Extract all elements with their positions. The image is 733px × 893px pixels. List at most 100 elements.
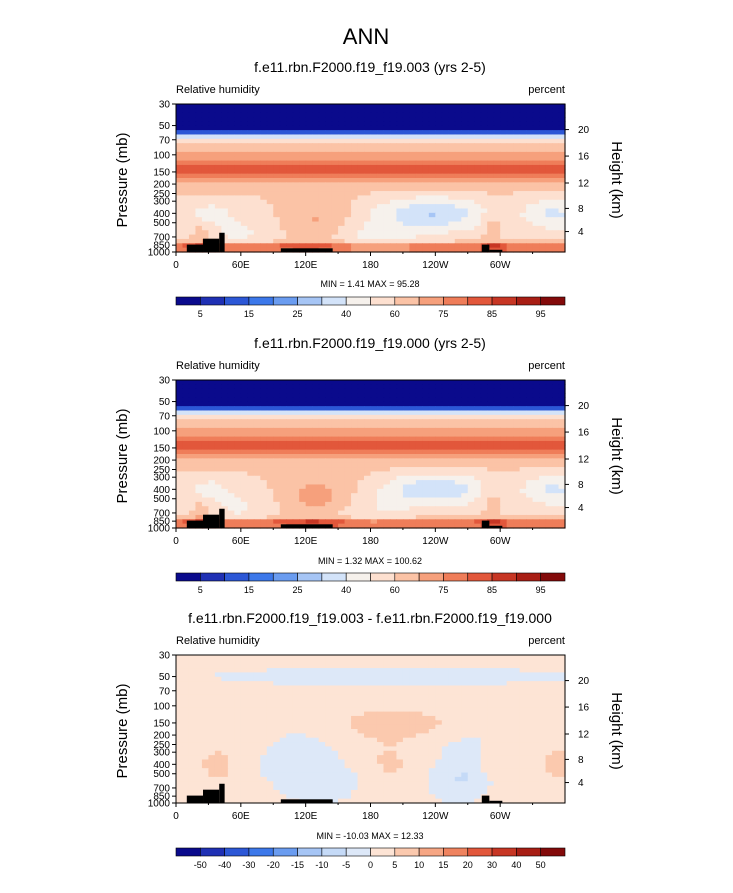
contour-cell (507, 410, 514, 415)
contour-cell (234, 108, 241, 113)
contour-cell (383, 178, 390, 183)
contour-cell (182, 406, 189, 411)
contour-cell (358, 450, 365, 455)
contour-cell (435, 685, 442, 690)
contour-cell (494, 182, 501, 187)
contour-cell (182, 113, 189, 118)
contour-cell (507, 419, 514, 424)
contour-cell (377, 694, 384, 699)
contour-cell (448, 139, 455, 144)
contour-cell (260, 458, 267, 463)
contour-cell (448, 121, 455, 126)
colorbar-swatch (516, 573, 540, 581)
contour-cell (208, 410, 215, 415)
contour-cell (539, 703, 546, 708)
contour-cell (364, 174, 371, 179)
contour-cell (293, 480, 300, 485)
contour-cell (403, 480, 410, 485)
contour-cell (442, 450, 449, 455)
contour-cell (312, 406, 319, 411)
contour-cell (546, 703, 553, 708)
contour-cell (442, 134, 449, 139)
contour-cell (176, 117, 183, 122)
contour-cell (345, 191, 352, 196)
contour-cell (189, 187, 196, 192)
contour-cell (435, 108, 442, 113)
contour-cell (286, 694, 293, 699)
contour-cell (280, 511, 287, 516)
contour-cell (319, 195, 326, 200)
contour-cell (247, 239, 254, 244)
y2-tick-label: 8 (578, 204, 584, 215)
contour-cell (228, 493, 235, 498)
contour-cell (409, 134, 416, 139)
contour-cell (448, 230, 455, 235)
contour-cell (364, 393, 371, 398)
contour-cell (254, 480, 261, 485)
contour-cell (260, 243, 267, 248)
contour-cell (513, 677, 520, 682)
contour-cell (552, 424, 559, 429)
contour-cell (533, 519, 540, 524)
contour-cell (260, 402, 267, 407)
contour-cell (474, 243, 481, 248)
contour-cell (260, 424, 267, 429)
contour-cell (202, 681, 209, 686)
contour-cell (526, 659, 533, 664)
contour-cell (208, 156, 215, 161)
contour-cell (461, 117, 468, 122)
contour-cell (358, 235, 365, 240)
contour-cell (234, 397, 241, 402)
contour-cell (487, 156, 494, 161)
contour-cell (494, 165, 501, 170)
contour-cell (273, 410, 280, 415)
contour-cell (409, 484, 416, 489)
contour-cell (306, 419, 313, 424)
contour-cell (455, 480, 462, 485)
contour-cell (422, 200, 429, 205)
contour-cell (189, 182, 196, 187)
contour-cell (345, 450, 352, 455)
contour-cell (513, 380, 520, 385)
contour-cell (189, 511, 196, 516)
contour-cell (429, 156, 436, 161)
contour-cell (358, 445, 365, 450)
contour-cell (332, 169, 339, 174)
contour-cell (364, 432, 371, 437)
contour-cell (435, 222, 442, 227)
contour-cell (487, 699, 494, 704)
contour-cell (215, 208, 222, 213)
contour-cell (390, 384, 397, 389)
contour-cell (474, 165, 481, 170)
contour-cell (448, 113, 455, 118)
contour-cell (377, 445, 384, 450)
contour-cell (533, 139, 540, 144)
contour-cell (468, 428, 475, 433)
contour-cell (267, 424, 274, 429)
contour-cell (546, 699, 553, 704)
contour-cell (390, 432, 397, 437)
contour-cell (228, 178, 235, 183)
panel-1-title: f.e11.rbn.F2000.f19_f19.003 (yrs 2-5) (254, 59, 486, 75)
contour-cell (455, 130, 462, 135)
contour-cell (403, 187, 410, 192)
contour-cell (526, 493, 533, 498)
contour-cell (533, 467, 540, 472)
contour-cell (533, 484, 540, 489)
contour-cell (533, 165, 540, 170)
contour-cell (383, 454, 390, 459)
contour-cell (208, 148, 215, 153)
contour-cell (267, 397, 274, 402)
contour-cell (267, 113, 274, 118)
contour-cell (195, 191, 202, 196)
contour-cell (422, 703, 429, 708)
contour-cell (293, 208, 300, 213)
contour-cell (215, 502, 222, 507)
contour-cell (241, 200, 248, 205)
contour-cell (202, 380, 209, 385)
contour-cell (520, 511, 527, 516)
contour-cell (202, 424, 209, 429)
contour-cell (215, 672, 222, 677)
contour-cell (182, 441, 189, 446)
contour-cell (332, 498, 339, 503)
